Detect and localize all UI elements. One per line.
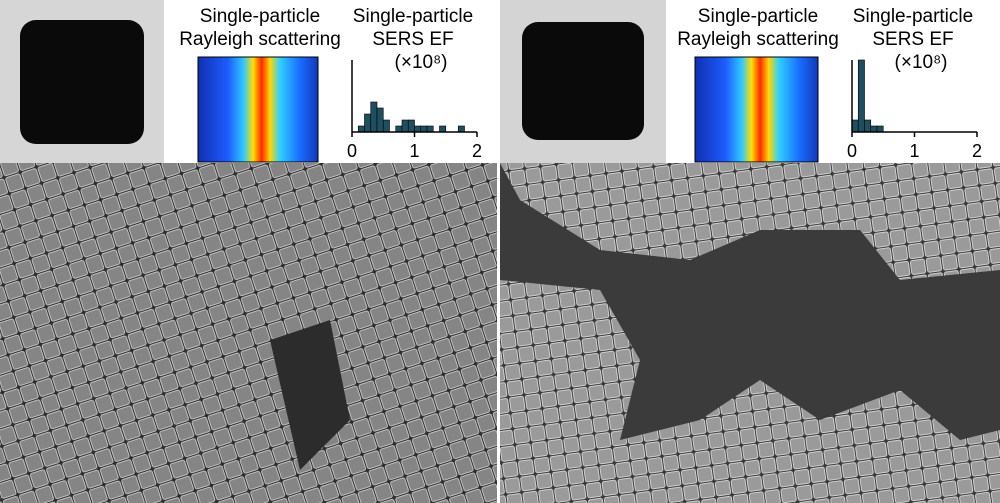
chart-title: SERS EF xyxy=(872,29,953,50)
bar xyxy=(364,113,372,133)
divider xyxy=(497,163,500,503)
x-tick-label: 1 xyxy=(909,141,919,161)
bar xyxy=(439,125,447,133)
bar xyxy=(395,125,403,133)
bar xyxy=(370,101,378,133)
bar xyxy=(426,125,434,133)
bar xyxy=(457,125,465,133)
bar xyxy=(357,125,365,133)
bar xyxy=(401,119,409,133)
sem-texture xyxy=(500,163,1000,280)
tem-particle xyxy=(522,22,644,140)
x-tick-label: 0 xyxy=(847,141,857,161)
chart-title: Single-particle xyxy=(853,6,973,27)
rayleigh-label: Rayleigh scattering xyxy=(677,29,839,50)
bar xyxy=(851,119,859,133)
bar xyxy=(414,125,422,133)
bar xyxy=(857,59,865,133)
rayleigh-label: Single-particle xyxy=(200,6,320,27)
chart-title: SERS EF xyxy=(372,29,453,50)
x-tick-label: 2 xyxy=(972,141,982,161)
bar xyxy=(864,119,872,133)
rayleigh-map xyxy=(197,56,319,163)
rayleigh-label: Single-particle xyxy=(698,6,818,27)
x-tick-label: 0 xyxy=(347,141,357,161)
tem-particle xyxy=(20,20,144,144)
sem-gap xyxy=(270,320,350,470)
bar xyxy=(870,125,878,133)
rayleigh-label: Rayleigh scattering xyxy=(179,29,341,50)
x-tick-label: 2 xyxy=(472,141,482,161)
sem-texture xyxy=(500,280,1000,503)
chart-subtitle: (×10⁸) xyxy=(395,52,448,73)
rayleigh-map xyxy=(694,56,819,163)
sem-texture xyxy=(0,163,497,503)
bar xyxy=(376,107,384,133)
chart-subtitle: (×10⁸) xyxy=(895,52,948,73)
bar xyxy=(407,119,415,133)
x-tick-label: 1 xyxy=(409,141,419,161)
bar xyxy=(420,125,428,133)
bar xyxy=(876,125,884,133)
bar xyxy=(382,119,390,133)
chart-title: Single-particle xyxy=(353,6,473,27)
